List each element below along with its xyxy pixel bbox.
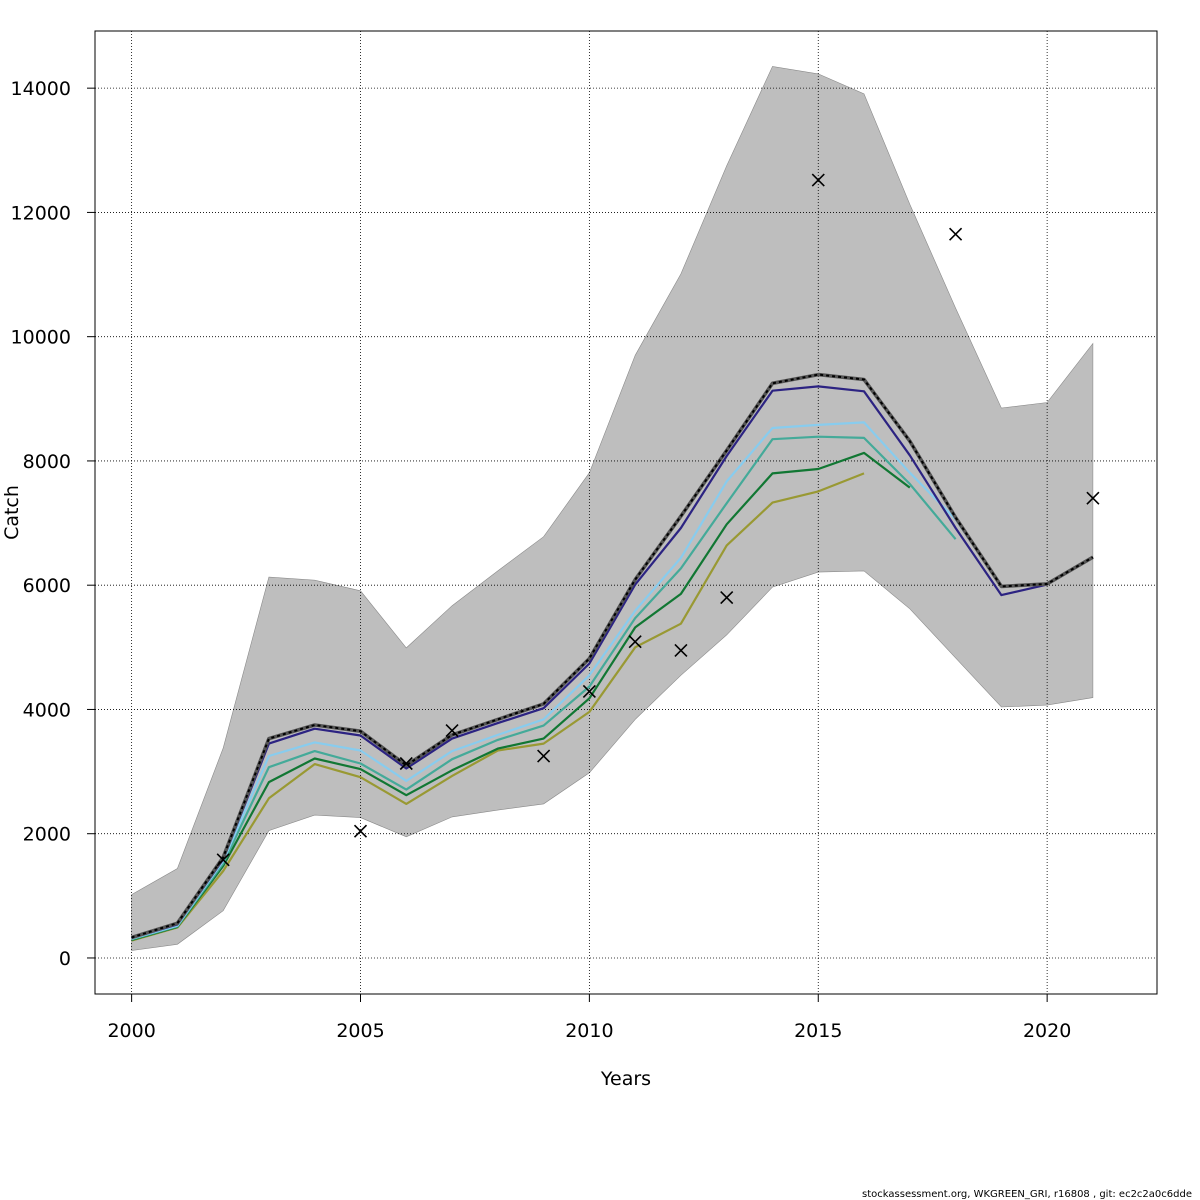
- series-layer: [131, 372, 1094, 942]
- footer-credit: stockassessment.org, WKGREEN_GRI, r16808…: [862, 1189, 1192, 1200]
- x-tick-label: 2020: [1023, 1020, 1071, 1042]
- observation-marker: [353, 824, 368, 838]
- observation-marker: [582, 684, 596, 698]
- observation-marker: [628, 635, 642, 649]
- observation-marker: [216, 853, 230, 867]
- confidence-band: [131, 66, 1094, 951]
- series-line-retro-5: [131, 472, 865, 942]
- observation-marker: [811, 173, 825, 187]
- observation-marker: [720, 591, 734, 605]
- series-line-retro-4: [131, 451, 911, 941]
- confidence-band-layer: [131, 66, 1094, 951]
- y-tick-label: 6000: [23, 575, 71, 597]
- series-line-retro-1: [131, 385, 1048, 940]
- y-tick-label: 0: [59, 948, 71, 970]
- observation-marker: [399, 756, 413, 771]
- y-tick-label: 12000: [11, 202, 71, 224]
- y-tick-label: 8000: [23, 451, 71, 473]
- series-line-retro-3: [131, 435, 957, 941]
- observation-marker: [445, 724, 459, 738]
- observations-layer: [216, 173, 1100, 867]
- y-tick-label: 10000: [11, 327, 71, 349]
- axes-layer: 2000 2005 2010 2015 2020 0 2000 4000 6000 8000 100…: [11, 78, 1072, 1042]
- y-axis-title: Catch: [1, 485, 23, 540]
- x-tick-label: 2010: [565, 1020, 613, 1042]
- grid-layer: [95, 31, 1157, 994]
- series-line-base: [131, 373, 1094, 939]
- x-axis-title: Years: [600, 1068, 651, 1090]
- x-tick-label: 2000: [107, 1020, 155, 1042]
- plot-frame: [94, 30, 1158, 995]
- y-tick-label: 2000: [23, 824, 71, 846]
- x-tick-label: 2005: [336, 1020, 384, 1042]
- y-tick-label: 14000: [11, 78, 71, 100]
- observation-marker: [1086, 491, 1100, 505]
- observation-marker: [674, 643, 688, 657]
- series-line-retro-2: [131, 421, 1003, 940]
- observation-marker: [949, 227, 963, 241]
- y-tick-label: 4000: [23, 699, 71, 721]
- observation-marker: [537, 749, 551, 763]
- x-tick-label: 2015: [794, 1020, 842, 1042]
